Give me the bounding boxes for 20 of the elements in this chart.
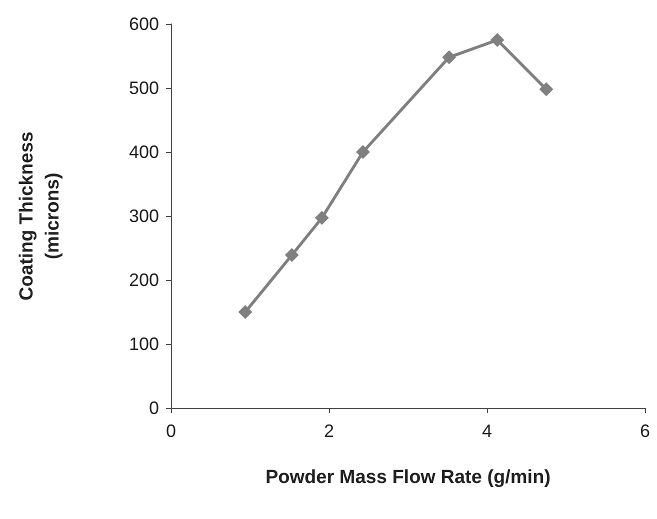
y-tick-label: 300 [128, 206, 159, 226]
y-tick-label: 100 [128, 334, 159, 354]
x-axis-title: Powder Mass Flow Rate (g/min) [265, 467, 551, 488]
x-tick-label: 2 [324, 421, 334, 441]
point [284, 248, 299, 262]
y-tick-label: 600 [128, 14, 159, 34]
y-axis-title: Coating Thickness (microns) [16, 132, 64, 300]
point [490, 33, 504, 47]
y-tick-label: 0 [148, 398, 159, 418]
x-tick-label: 4 [482, 421, 492, 441]
x-tick-label: 6 [640, 421, 650, 441]
point [314, 210, 329, 225]
y-tick-label: 500 [128, 78, 159, 98]
point [539, 82, 554, 96]
y-tick-label: 200 [128, 270, 159, 290]
point [356, 145, 370, 159]
point [238, 305, 252, 319]
point [442, 50, 456, 64]
x-tick-label: 0 [166, 421, 176, 441]
y-tick-label: 400 [128, 142, 159, 162]
